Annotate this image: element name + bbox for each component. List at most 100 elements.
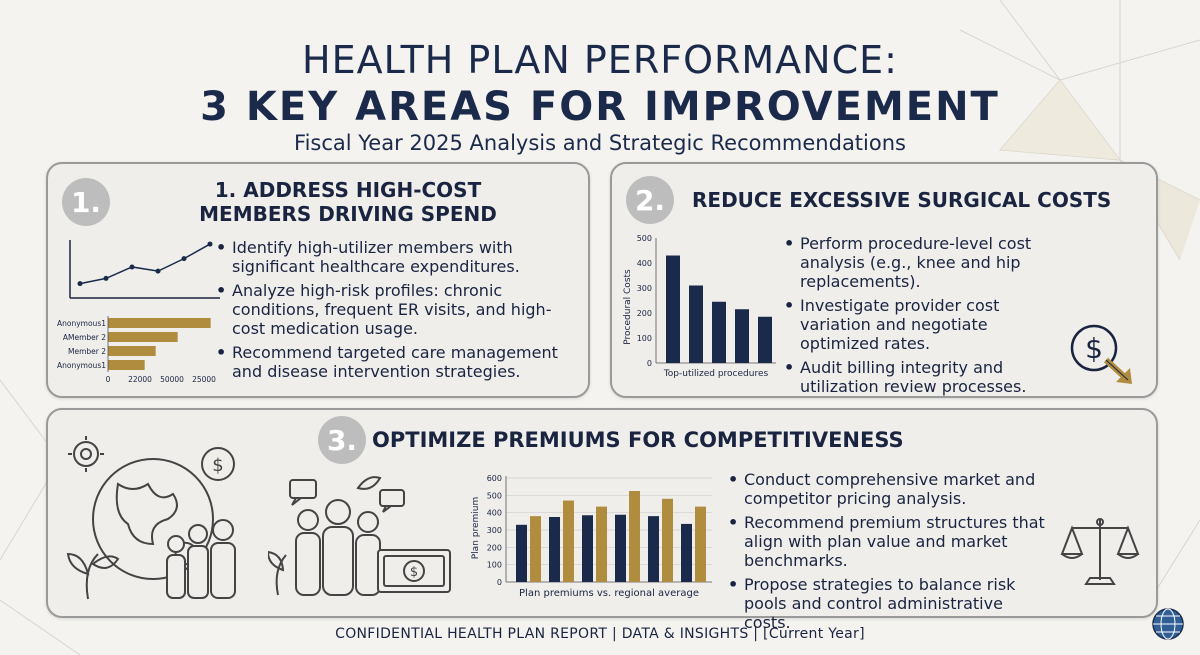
section3-bullet-list: Conduct comprehensive market and competi… — [728, 470, 1048, 637]
svg-text:$: $ — [212, 455, 223, 476]
section1-title: 1. ADDRESS HIGH-COST MEMBERS DRIVING SPE… — [148, 178, 548, 226]
line-chart-point — [155, 268, 161, 274]
section2-bullet: Audit billing integrity and utilization … — [784, 358, 1054, 396]
sc-tick-label: 400 — [637, 259, 652, 268]
svg-text:$: $ — [1085, 332, 1103, 365]
section1-title-line1: 1. ADDRESS HIGH-COST — [214, 178, 482, 202]
section2-card: 2. REDUCE EXCESSIVE SURGICAL COSTS Proce… — [610, 162, 1158, 398]
sc-xlabel: Top-utilized procedures — [663, 369, 769, 379]
sc-tick-label: 100 — [637, 334, 652, 343]
section1-bullet: Identify high-utilizer members with sign… — [216, 238, 571, 276]
section2-bullet: Investigate provider cost variation and … — [784, 296, 1054, 353]
line-chart-point — [77, 281, 83, 287]
sc-tick-label: 500 — [637, 234, 652, 243]
gb-xlabel: Plan premiums vs. regional average — [519, 588, 699, 599]
scale-icon — [1060, 518, 1140, 585]
globe-people-illustration: $ — [66, 436, 236, 600]
hbar-tick-label: 25000 — [192, 375, 216, 384]
hbar-bar — [108, 318, 211, 328]
section2-number-badge: 2. — [626, 176, 674, 224]
sc-tick-label: 300 — [637, 284, 652, 293]
hbar-category-label: AMember 2 — [63, 333, 106, 342]
gb-bar — [530, 516, 541, 582]
people-group-icon — [295, 499, 381, 596]
people-group-icon — [166, 519, 236, 599]
gb-bar — [516, 524, 527, 582]
gb-tick-label: 100 — [487, 561, 502, 570]
hbar-bar — [108, 332, 178, 342]
line-chart-point — [129, 264, 135, 270]
hbar-bar — [108, 346, 156, 356]
gb-tick-label: 400 — [487, 509, 502, 518]
section1-title-line2: MEMBERS DRIVING SPEND — [199, 202, 497, 226]
section3-bullet: Recommend premium structures that align … — [728, 513, 1048, 570]
hbar-category-label: Member 2 — [68, 347, 106, 356]
line-chart-point — [207, 241, 213, 247]
section3-number-badge: 3. — [318, 416, 366, 464]
section1-card: 1. 1. ADDRESS HIGH-COST MEMBERS DRIVING … — [46, 162, 590, 398]
globe-logo-icon — [1152, 608, 1184, 640]
gb-tick-label: 300 — [487, 526, 502, 535]
section3-title: OPTIMIZE PREMIUMS FOR COMPETITIVENESS — [372, 428, 904, 452]
chat-bubble-icon — [289, 479, 405, 513]
svg-text:$: $ — [410, 565, 418, 580]
sc-bar — [712, 301, 726, 363]
gb-bar — [582, 515, 593, 582]
section1-bullet: Analyze high-risk profiles: chronic cond… — [216, 281, 571, 338]
dollar-down-arrow-icon: $ — [1070, 324, 1132, 384]
hbar-tick-label: 50000 — [160, 375, 184, 384]
section1-line-chart — [69, 240, 220, 299]
gb-ylabel: Plan premium — [471, 497, 481, 560]
gb-bar — [596, 506, 607, 582]
plant-icon — [268, 476, 382, 596]
line-chart-point — [181, 256, 187, 262]
sc-bar — [666, 255, 680, 363]
section2-bullet-list: Perform procedure-level cost analysis (e… — [784, 234, 1054, 401]
gb-tick-label: 500 — [487, 491, 502, 500]
sc-bar — [689, 285, 703, 363]
page-title-line1: HEALTH PLAN PERFORMANCE: — [302, 38, 898, 82]
hbar-tick-label: 22000 — [128, 375, 152, 384]
section3-bullet: Conduct comprehensive market and competi… — [728, 470, 1048, 508]
footer-text: CONFIDENTIAL HEALTH PLAN REPORT | DATA &… — [335, 626, 865, 642]
gb-bar — [662, 498, 673, 582]
hbar-bar — [108, 360, 145, 370]
sc-tick-label: 200 — [637, 309, 652, 318]
section1-bullet-list: Identify high-utilizer members with sign… — [216, 238, 571, 386]
gear-icon — [68, 436, 104, 472]
sc-ylabel: Procedural Costs — [623, 269, 633, 345]
gb-bar — [648, 516, 659, 582]
section3-bullet: Propose strategies to balance risk pools… — [728, 575, 1048, 632]
dollar-coin-icon: $ — [201, 447, 235, 481]
section2-bullet: Perform procedure-level cost analysis (e… — [784, 234, 1054, 291]
gb-tick-label: 0 — [497, 578, 502, 587]
page-title-line2: 3 KEY AREAS FOR IMPROVEMENT — [200, 84, 1000, 130]
section2-bar-chart: Procedural Costs 0 100 200 300 400 500 Top-ut… — [623, 234, 776, 379]
gb-bar — [563, 500, 574, 582]
people-cash-illustration: $ — [268, 476, 451, 596]
gb-bar — [629, 491, 640, 582]
sc-bar — [735, 309, 749, 363]
gb-bar — [549, 517, 560, 582]
section3-grouped-bar-chart: Plan premium 0 100 200 300 400 500 600 Plan pr… — [471, 474, 712, 599]
plant-icon — [66, 552, 120, 600]
hbar-category-label: Anonymous1 — [57, 361, 106, 370]
section1-number-badge: 1. — [62, 178, 110, 226]
section2-title: REDUCE EXCESSIVE SURGICAL COSTS — [692, 188, 1112, 212]
gb-tick-label: 200 — [487, 543, 502, 552]
sc-bar — [758, 316, 772, 363]
section1-bullet: Recommend targeted care management and d… — [216, 343, 571, 381]
line-chart-series — [79, 243, 211, 285]
line-chart-point — [103, 275, 109, 281]
gb-bar — [695, 506, 706, 582]
page-subtitle: Fiscal Year 2025 Analysis and Strategic … — [294, 131, 906, 155]
cash-icon: $ — [377, 549, 451, 593]
sc-tick-label: 0 — [647, 359, 652, 368]
gb-tick-label: 600 — [487, 474, 502, 483]
gb-bar — [615, 514, 626, 582]
hbar-tick-label: 0 — [106, 375, 111, 384]
section1-horizontal-bar-chart: Anonymous1 AMember 2 Member 2 Anonymous1 0 2… — [57, 316, 216, 384]
gb-bar — [681, 523, 692, 582]
hbar-category-label: Anonymous1 — [57, 319, 106, 328]
section3-card: 3. OPTIMIZE PREMIUMS FOR COMPETITIVENESS… — [46, 408, 1158, 632]
